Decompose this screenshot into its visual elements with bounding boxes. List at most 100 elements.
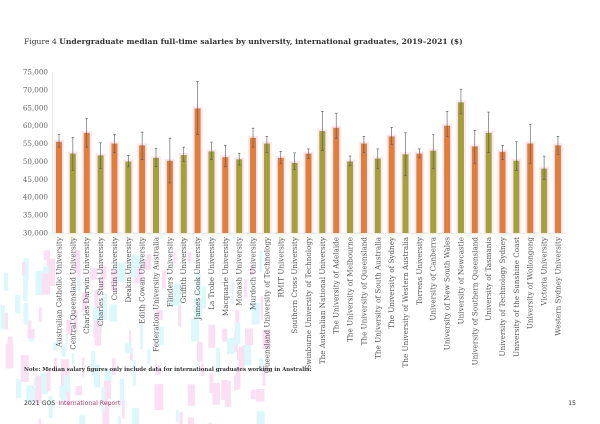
stripe <box>212 382 220 405</box>
x-tick-label: University of Newcastle <box>456 237 465 324</box>
stripe <box>102 293 108 320</box>
x-tick-label: University of New South Wales <box>443 237 452 350</box>
stripe <box>156 310 163 320</box>
stripe <box>48 396 53 419</box>
stripe <box>215 347 221 372</box>
stripe <box>0 304 5 330</box>
x-tick-label: Griffith University <box>179 236 188 303</box>
stripe <box>221 380 229 400</box>
bar <box>471 146 478 233</box>
bar <box>554 145 561 233</box>
x-tick-label: Queensland University of Technology <box>262 236 271 373</box>
x-tick-label: Deakin University <box>124 236 133 302</box>
stripe <box>3 272 9 291</box>
stripe <box>122 400 125 419</box>
bar <box>319 131 326 233</box>
y-tick-label: 40,000 <box>23 193 49 202</box>
x-tick-label: The University of Sydney <box>387 236 396 329</box>
stripe <box>155 365 161 375</box>
stripe <box>66 385 71 407</box>
stripe <box>23 258 29 280</box>
stripe <box>201 363 205 377</box>
y-tick-label: 75,000 <box>23 68 49 77</box>
x-tick-label: Murdoch University <box>249 236 258 310</box>
stripe <box>139 323 143 350</box>
footer: 2021 GOS International Report <box>24 400 120 407</box>
stripe <box>100 275 105 289</box>
stripe <box>132 407 139 424</box>
stripe <box>259 358 264 372</box>
x-tick-label: Flinders University <box>165 236 174 307</box>
stripe <box>94 320 102 346</box>
stripe <box>233 375 237 391</box>
stripe <box>27 328 35 339</box>
bar <box>485 132 492 233</box>
stripe <box>129 347 133 361</box>
stripe <box>71 352 74 366</box>
bar <box>263 143 270 233</box>
stripe <box>42 273 51 295</box>
bar <box>222 157 229 233</box>
stripe <box>249 265 255 276</box>
stripe <box>154 384 164 411</box>
stripe <box>242 344 252 366</box>
stripe <box>196 341 203 362</box>
x-tick-label: Edith Cowan University <box>138 236 147 324</box>
x-tick-label: Torrens University <box>415 236 424 305</box>
figure-title: Figure 4 Undergraduate median full-time … <box>24 37 463 46</box>
stripe <box>255 388 265 402</box>
stripe <box>65 334 69 345</box>
bar <box>444 125 451 233</box>
stripe <box>75 250 81 273</box>
stripe <box>136 256 142 268</box>
bar <box>527 143 534 233</box>
stripe <box>191 319 200 342</box>
stripe <box>187 384 195 407</box>
stripe <box>35 270 44 295</box>
x-tick-label: University of the Sunshine Coast <box>512 237 521 357</box>
stripe <box>124 343 132 354</box>
footer-year: 2021 GOS <box>24 400 56 407</box>
x-tick-label: Macquarie University <box>221 236 230 316</box>
y-tick-label: 45,000 <box>23 175 49 184</box>
bar <box>333 127 340 233</box>
stripe <box>102 407 110 424</box>
stripe <box>245 328 254 346</box>
stripe <box>264 252 267 265</box>
stripe <box>226 337 235 355</box>
stripe <box>111 270 118 291</box>
x-tick-label: Federation University Australia <box>152 236 161 352</box>
bar <box>416 153 423 233</box>
stripe <box>159 326 164 346</box>
bar <box>305 153 312 233</box>
stripe <box>77 277 81 292</box>
stripe <box>111 358 116 376</box>
stripe <box>260 296 264 320</box>
bar <box>457 102 464 234</box>
stripe <box>53 357 57 373</box>
stripe <box>91 350 96 377</box>
stripe <box>193 297 203 319</box>
y-tick-label: 65,000 <box>23 103 49 112</box>
stripe <box>75 385 82 396</box>
x-tick-label: Charles Darwin University <box>82 236 91 334</box>
stripe <box>7 336 13 356</box>
stripe <box>236 366 241 390</box>
stripe <box>262 364 266 387</box>
bar <box>111 143 118 233</box>
bar <box>139 145 146 233</box>
bar <box>194 108 201 233</box>
stripe <box>238 346 245 370</box>
stripe <box>94 290 99 314</box>
x-tick-label: The University of South Australia <box>373 236 382 359</box>
stripe <box>116 263 126 283</box>
stripe <box>178 298 182 327</box>
y-tick-label: 50,000 <box>23 157 49 166</box>
stripe <box>90 268 97 280</box>
bar <box>499 151 506 233</box>
stripe <box>250 389 256 400</box>
stripe <box>201 286 206 309</box>
stripe <box>63 375 71 392</box>
